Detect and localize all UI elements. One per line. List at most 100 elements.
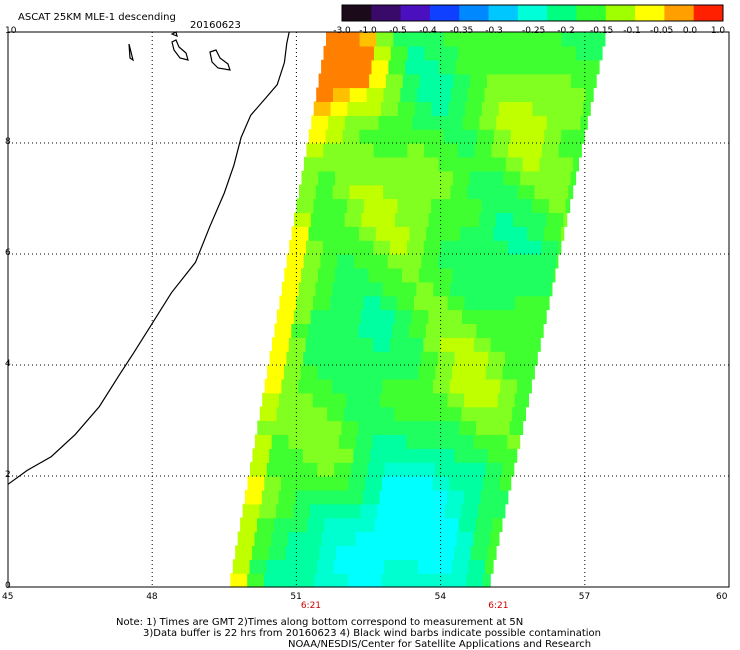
colorbar-swatch (605, 5, 636, 21)
swath-cell (414, 295, 432, 311)
swath-cell (337, 59, 356, 75)
swath-cell (363, 198, 382, 213)
swath-cell (334, 462, 352, 477)
swath-cell (387, 448, 405, 463)
swath-cell (316, 559, 335, 574)
swath-cell (404, 156, 423, 172)
swath-cell (269, 448, 287, 463)
swath-cell (276, 406, 294, 422)
swath-cell (349, 87, 368, 102)
swath-cell (401, 365, 420, 380)
swath-cell (512, 309, 530, 324)
swath-cell (499, 476, 512, 491)
swath-cell (392, 226, 410, 241)
swath-cell (546, 115, 565, 130)
swath-cell (418, 462, 436, 477)
swath-cell (361, 115, 380, 130)
swath-cell (354, 254, 372, 269)
swath-cell (308, 323, 326, 338)
swath-cell (428, 212, 447, 227)
swath-cell (440, 337, 458, 352)
swath-cell (435, 462, 453, 477)
coastline (7, 31, 290, 485)
swath-cell (409, 129, 428, 144)
swath-cell (268, 545, 287, 560)
swath-cell (264, 573, 282, 588)
swath-cell (324, 420, 342, 435)
swath-cell (357, 45, 375, 61)
swath-cell (522, 156, 540, 172)
swath-cell (473, 337, 492, 352)
swath-cell (585, 87, 594, 102)
swath-cell (457, 143, 476, 158)
island-outline (128, 43, 134, 62)
swath-cell (271, 531, 289, 546)
swath-cell (271, 434, 290, 449)
swath-cell (237, 531, 256, 546)
colorbar (341, 4, 724, 22)
swath-cell (269, 351, 287, 366)
swath-cell (465, 101, 483, 116)
swath-cell (286, 448, 304, 463)
swath-cell (390, 45, 409, 61)
latitude-tick-label: 6 (5, 248, 11, 258)
swath-cell (406, 434, 424, 449)
swath-cell (390, 143, 408, 158)
swath-cell (332, 281, 350, 297)
swath-cell (433, 184, 451, 200)
swath-cell (461, 406, 479, 422)
swath-cell (323, 143, 341, 158)
swath-cell (560, 226, 565, 241)
swath-cell (295, 489, 313, 505)
swath-cell (439, 434, 458, 449)
swath-cell (389, 434, 407, 449)
swath-cell (378, 115, 396, 130)
swath-cell (498, 295, 516, 311)
swath-cell (464, 295, 482, 311)
note-line-2: 3)Data buffer is 22 hrs from 20160623 4)… (143, 628, 601, 639)
swath-cell (296, 295, 314, 311)
swath-cell (230, 573, 248, 588)
swath-cell (525, 45, 543, 61)
swath-cell (505, 351, 523, 366)
swath-cell (426, 226, 444, 241)
swath-cell (551, 87, 570, 102)
swath-cell (504, 448, 518, 463)
swath-cell (431, 198, 449, 213)
swath-cell (479, 115, 497, 130)
swath-cell (250, 462, 268, 477)
swath-cell (443, 32, 462, 47)
swath-cell (471, 351, 489, 366)
swath-cell (407, 240, 425, 255)
colorbar-label: -0.5 (389, 26, 407, 36)
swath-cell (316, 87, 334, 102)
colorbar-label: -0.35 (450, 26, 474, 36)
swath-cell (336, 448, 354, 463)
longitude-tick-label: 57 (578, 592, 591, 602)
swath-cell (293, 406, 311, 422)
swath-cell (402, 267, 420, 283)
swath-cell (290, 517, 308, 533)
swath-cell (383, 184, 401, 200)
swath-cell (570, 170, 577, 186)
swath-cell (421, 254, 439, 269)
swath-cell (450, 87, 469, 102)
swath-cell (542, 45, 560, 61)
swath-cell (264, 476, 282, 491)
swath-cell (520, 73, 538, 89)
swath-cell (319, 448, 338, 463)
swath-cell (500, 378, 518, 394)
swath-cell (300, 365, 319, 380)
swath-cell (559, 45, 577, 61)
swath-cell (527, 129, 545, 144)
swath-cell (495, 406, 513, 422)
swath-cell (505, 254, 523, 269)
swath-cell (383, 87, 401, 102)
swath-cell (294, 212, 312, 227)
swath-cell (537, 73, 555, 89)
swath-cell (353, 351, 372, 366)
swath-cell (330, 198, 348, 213)
swath-cell (474, 143, 492, 158)
swath-cell (335, 170, 353, 186)
swath-cell (411, 309, 429, 324)
